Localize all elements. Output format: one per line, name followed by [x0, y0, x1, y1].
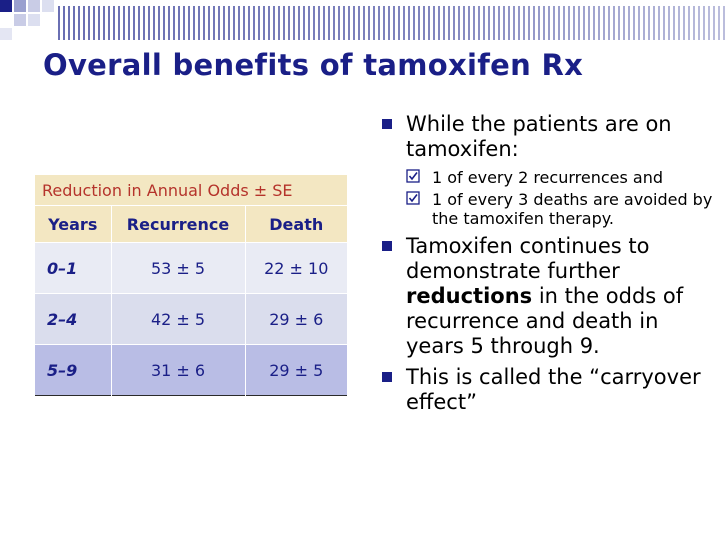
decor-square-7 [0, 28, 12, 40]
cell-death: 29 ± 6 [244, 293, 347, 345]
bullet-item: While the patients are on tamoxifen: 1 o… [382, 112, 722, 228]
checkbox-icon [406, 169, 420, 183]
decor-stripe-fade [58, 6, 728, 40]
bullet-text: While the patients are on tamoxifen: [406, 112, 672, 161]
decor-square-2 [14, 0, 26, 12]
sub-bullet-item: 1 of every 3 deaths are avoided by the t… [406, 190, 722, 228]
square-bullet-icon [382, 241, 392, 251]
bullet-text-pre: Tamoxifen continues to demonstrate furth… [406, 234, 650, 283]
table-row: 5–9 31 ± 6 29 ± 5 [35, 344, 347, 396]
odds-table: Reduction in Annual Odds ± SE Years Recu… [35, 175, 347, 396]
sub-bullet-list: 1 of every 2 recurrences and 1 of every … [406, 168, 722, 228]
cell-years: 5–9 [35, 344, 111, 396]
sub-bullet-text: 1 of every 3 deaths are avoided by the t… [432, 190, 713, 228]
square-bullet-icon [382, 372, 392, 382]
cell-years: 2–4 [35, 293, 111, 345]
header-years: Years [35, 205, 111, 243]
decor-square-5 [14, 14, 26, 26]
table-caption: Reduction in Annual Odds ± SE [35, 175, 347, 206]
checkbox-icon [406, 191, 420, 205]
decor-square-1 [0, 0, 12, 12]
cell-death: 22 ± 10 [244, 242, 347, 294]
table-row: 2–4 42 ± 5 29 ± 6 [35, 293, 347, 345]
cell-death: 29 ± 5 [244, 344, 347, 396]
bullet-text-bold: reductions [406, 284, 533, 308]
decor-square-6 [28, 14, 40, 26]
decor-square-4 [42, 0, 54, 12]
bullet-item: Tamoxifen continues to demonstrate furth… [382, 234, 722, 359]
square-bullet-icon [382, 119, 392, 129]
cell-recurrence: 31 ± 6 [110, 344, 245, 396]
slide-title: Overall benefits of tamoxifen Rx [43, 48, 584, 82]
cell-years: 0–1 [35, 242, 111, 294]
table-row: 0–1 53 ± 5 22 ± 10 [35, 242, 347, 294]
decor-square-3 [28, 0, 40, 12]
bullet-text-post: in the odds of recurrence and death in y… [406, 284, 684, 358]
sub-bullet-item: 1 of every 2 recurrences and [406, 168, 722, 187]
table-caption-row: Reduction in Annual Odds ± SE [35, 175, 347, 206]
cell-recurrence: 53 ± 5 [110, 242, 245, 294]
bullet-item: This is called the “carryover effect” [382, 365, 722, 415]
header-death: Death [244, 205, 347, 243]
table-header-row: Years Recurrence Death [35, 205, 347, 243]
sub-bullet-text: 1 of every 2 recurrences and [432, 168, 664, 187]
bullet-list: While the patients are on tamoxifen: 1 o… [382, 112, 722, 421]
cell-recurrence: 42 ± 5 [110, 293, 245, 345]
header-recurrence: Recurrence [110, 205, 245, 243]
bullet-text: This is called the “carryover effect” [406, 365, 701, 414]
